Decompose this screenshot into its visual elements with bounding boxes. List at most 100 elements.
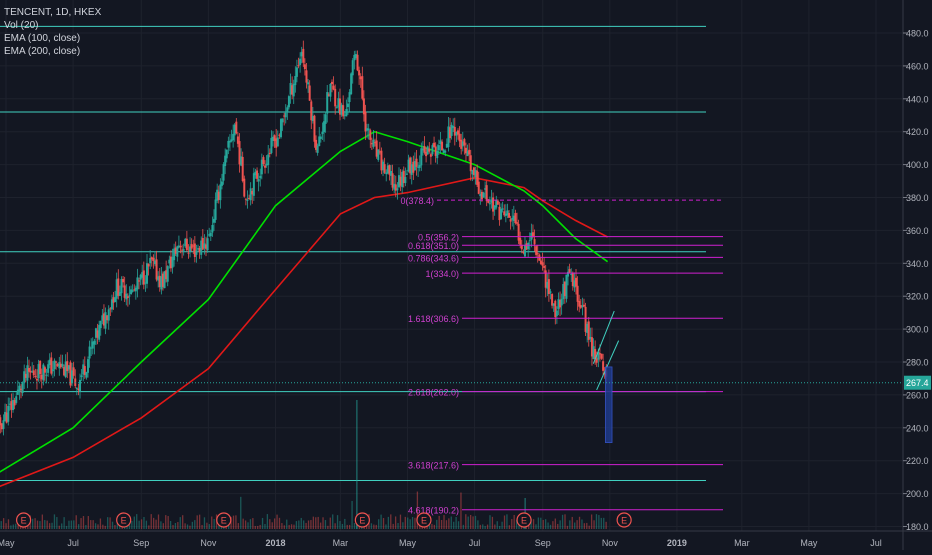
candle-body (410, 164, 413, 175)
volume-bar (416, 491, 419, 529)
volume-bar (564, 514, 566, 529)
candle-body (407, 159, 410, 172)
candle-body (509, 219, 512, 222)
candle-body (385, 172, 388, 175)
ema100-line[interactable] (0, 130, 609, 476)
volume-bar (399, 514, 402, 529)
volume-bar (557, 523, 559, 529)
candle-body (603, 373, 606, 375)
volume-bar (549, 524, 552, 529)
candle-body (249, 188, 252, 201)
volume-bar (12, 524, 14, 529)
candle-body (235, 121, 238, 134)
earnings-marker[interactable] (216, 512, 232, 528)
candle-body (195, 250, 198, 255)
ema100-indicator-label[interactable]: EMA (100, close) (4, 33, 81, 44)
volume-bar (448, 518, 450, 529)
volume-bar (334, 523, 336, 529)
candle-body (375, 140, 378, 157)
candle-body (313, 115, 316, 142)
volume-bar (254, 525, 256, 529)
candle-body (56, 363, 59, 367)
candle-body (217, 191, 220, 200)
candle-body (600, 353, 603, 359)
candle-body (166, 266, 169, 282)
volume-bar (542, 519, 544, 529)
candle-body (163, 271, 166, 289)
projection-box[interactable] (605, 366, 613, 444)
candle-body (102, 313, 105, 326)
candle-body (442, 149, 445, 153)
volume-bar (554, 518, 556, 529)
last-price-tag[interactable] (904, 375, 931, 390)
volume-bar (182, 515, 184, 529)
volume-bar (27, 525, 29, 529)
candle-body (517, 223, 520, 241)
volume-bar (484, 525, 486, 529)
earnings-marker[interactable] (616, 512, 632, 528)
candle-body (466, 151, 469, 157)
candle-body (0, 423, 3, 430)
ema200-line[interactable] (0, 176, 608, 489)
candle-body (71, 370, 74, 384)
volume-bar (61, 523, 63, 529)
earnings-marker[interactable] (15, 512, 32, 528)
earnings-marker-label: E (421, 516, 427, 526)
candle-body (551, 294, 554, 306)
candle-body (324, 114, 327, 124)
candle-body (201, 238, 204, 250)
candle-body (192, 245, 195, 247)
candle-body (224, 155, 227, 166)
channel-line[interactable] (592, 310, 615, 364)
candle-body (240, 156, 243, 166)
candle-body (193, 243, 196, 257)
candle-body (161, 273, 164, 287)
earnings-marker[interactable] (354, 512, 370, 528)
volume-bar (32, 518, 34, 529)
symbol-title[interactable]: TENCENT, 1D, HKEX (4, 7, 102, 18)
candle-body (578, 300, 581, 307)
chart-legend: TENCENT, 1D, HKEX Vol (20) EMA (100, clo… (4, 6, 101, 58)
volume-bar (44, 520, 46, 529)
candle-body (88, 346, 91, 359)
volume-bar (402, 522, 404, 529)
volume-indicator-label[interactable]: Vol (20) (4, 20, 39, 31)
candle-body (323, 121, 326, 133)
candle-body (94, 328, 97, 338)
earnings-marker[interactable] (116, 512, 132, 528)
earnings-marker[interactable] (416, 512, 432, 528)
candle-body (109, 308, 112, 310)
volume-bar (380, 514, 382, 529)
volume-bar (177, 522, 179, 529)
candle-body (147, 263, 150, 267)
volume-bar (588, 525, 590, 529)
candle-body (292, 83, 295, 97)
candle-body (455, 132, 458, 136)
candle-body (586, 323, 589, 334)
volume-bar (450, 516, 452, 529)
candle-body (219, 184, 222, 201)
volume-bar (356, 400, 358, 529)
volume-bar (68, 520, 70, 529)
ema200-indicator-label[interactable]: EMA (200, close) (4, 46, 81, 57)
earnings-marker[interactable] (516, 512, 532, 528)
candle-body (377, 149, 380, 160)
candle-body (342, 105, 345, 117)
volume-bar (460, 492, 462, 529)
candle-body (300, 51, 303, 57)
candle-body (205, 244, 208, 249)
candle-body (271, 136, 274, 141)
volume-bar (385, 524, 387, 529)
y-tick-label: 400.0 (906, 160, 929, 170)
fib-level-label: 0.786(343.6) (408, 253, 459, 263)
candle-body (134, 287, 137, 292)
channel-line[interactable] (596, 340, 620, 391)
candle-body (571, 272, 574, 287)
candle-body (75, 387, 78, 389)
candle-body (471, 169, 474, 175)
candle-body (165, 270, 168, 280)
candle-body (310, 101, 313, 121)
candle-body (370, 143, 373, 145)
